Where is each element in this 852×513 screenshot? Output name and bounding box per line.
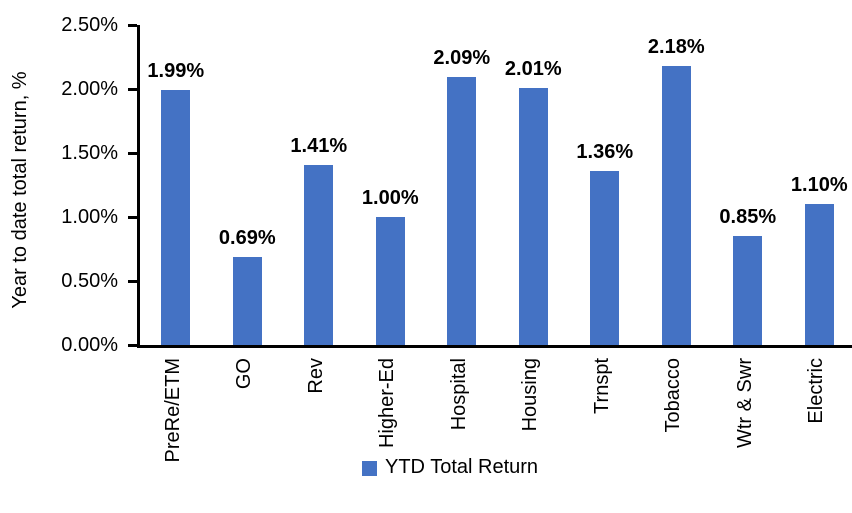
y-tick-label: 0.00% (61, 334, 118, 356)
legend-swatch-icon (362, 461, 377, 476)
bar-value-label: 1.36% (576, 140, 634, 163)
x-tick-label: Electric (805, 358, 828, 424)
bar (733, 236, 763, 345)
bar-value-label: 1.10% (790, 174, 848, 197)
y-tick-mark (128, 152, 137, 155)
bar (518, 87, 548, 345)
y-tick-mark (128, 216, 137, 219)
bar-value-label: 2.09% (433, 47, 491, 70)
bar-value-label: 1.00% (361, 187, 419, 209)
bar-value-label: 1.41% (290, 134, 348, 157)
bar (590, 170, 620, 345)
bar (375, 217, 405, 345)
y-axis-title: Year to date total return, % (9, 71, 31, 309)
bar (447, 77, 477, 345)
y-tick-label: 2.50% (61, 14, 118, 36)
x-tick-label: Tobacco (662, 358, 685, 433)
x-tick-label: Rev (304, 358, 327, 394)
plot-area: 1.99% 0.69% 1.41% 1.00% 2.09% 2.01% 1.36% 2.18%… (137, 25, 852, 348)
bar-value-label: 1.99% (147, 60, 205, 83)
bar-value-label: 2.01% (504, 57, 562, 80)
y-tick-label: 0.50% (61, 270, 118, 292)
bar-value-label: 0.85% (719, 206, 777, 229)
bar (661, 65, 691, 345)
y-tick-label: 1.50% (61, 142, 118, 164)
bar-value-label: 0.69% (218, 226, 276, 249)
bar (232, 256, 262, 345)
x-tick-label: Trnspt (590, 358, 613, 414)
x-tick-label: GO (233, 358, 256, 390)
bar (304, 164, 334, 345)
x-tick-label: PreRe/ETM (161, 358, 184, 463)
y-tick-mark (128, 344, 137, 347)
x-tick-label: Wtr & Swr (733, 358, 756, 448)
y-tick-mark (128, 88, 137, 91)
y-tick-label: 2.00% (61, 78, 118, 100)
legend-label: YTD Total Return (385, 456, 539, 478)
bar (804, 204, 834, 345)
y-tick-label: 1.00% (61, 206, 118, 228)
y-tick-mark (128, 280, 137, 283)
y-tick-mark (128, 24, 137, 27)
bar-value-label: 2.18% (647, 35, 705, 58)
legend: YTD Total Return (362, 456, 538, 479)
bar (161, 90, 191, 345)
